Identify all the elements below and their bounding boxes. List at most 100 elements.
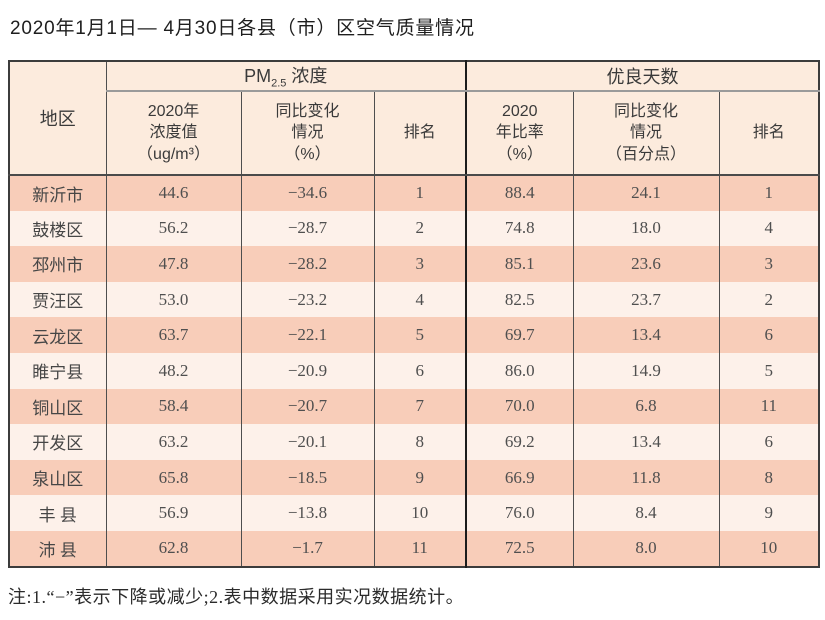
- gd-ratio-cell: 69.7: [465, 317, 574, 353]
- region-cell: 贾汪区: [8, 281, 106, 318]
- gd-ratio-header-line3: （%）: [496, 145, 543, 163]
- pm-value-cell: 63.2: [105, 424, 241, 460]
- column-header-pm-change: 同比变化 情况 （%）: [240, 91, 374, 176]
- gd-rank-cell: 4: [718, 210, 820, 247]
- pm-value-header-line1: 2020年: [147, 103, 200, 121]
- gd-ratio-cell: 76.0: [465, 495, 574, 531]
- gd-change-cell: 6.8: [572, 388, 720, 425]
- table-row: 开发区 63.2 −20.1 8 69.2 13.4 6: [8, 424, 820, 460]
- pm-rank-cell: 3: [373, 246, 467, 282]
- pm-change-cell: −20.1: [240, 424, 374, 460]
- gd-ratio-cell: 72.5: [465, 530, 574, 567]
- gd-rank-cell: 10: [718, 530, 820, 567]
- table-body: 新沂市 44.6 −34.6 1 88.4 24.1 1 鼓楼区 56.2 −2…: [8, 175, 820, 567]
- pm-value-cell: 62.8: [105, 530, 241, 567]
- table-row: 邳州市 47.8 −28.2 3 85.1 23.6 3: [8, 246, 820, 282]
- page-title: 2020年1月1日— 4月30日各县（市）区空气质量情况: [10, 18, 475, 39]
- gd-rank-cell: 6: [718, 424, 820, 460]
- gd-ratio-cell: 86.0: [465, 352, 574, 389]
- gd-change-cell: 13.4: [572, 317, 720, 353]
- region-cell: 邳州市: [8, 246, 106, 282]
- gd-change-cell: 23.6: [572, 246, 720, 282]
- gd-rank-cell: 1: [718, 175, 820, 211]
- pm-rank-cell: 1: [373, 175, 467, 211]
- pm-rank-cell: 2: [373, 210, 467, 247]
- gd-ratio-cell: 69.2: [465, 424, 574, 460]
- gd-change-header-line3: （百分点）: [606, 145, 687, 163]
- gd-rank-cell: 11: [718, 388, 820, 425]
- table-header: 地区 PM2.5 浓度 优良天数 2020年 浓度值 （ug/m³） 同比变化 …: [8, 61, 820, 176]
- gd-change-cell: 23.7: [572, 281, 720, 318]
- table-row: 沛 县 62.8 −1.7 11 72.5 8.0 10: [8, 530, 820, 567]
- gd-rank-cell: 3: [718, 246, 820, 282]
- pm-change-cell: −34.6: [240, 175, 374, 211]
- column-header-pm-value: 2020年 浓度值 （ug/m³）: [105, 91, 241, 176]
- pm-rank-cell: 5: [373, 317, 467, 353]
- pm-change-cell: −20.9: [240, 352, 374, 389]
- pm-rank-cell: 4: [373, 281, 467, 318]
- gd-change-cell: 8.0: [572, 530, 720, 567]
- gd-change-cell: 14.9: [572, 352, 720, 389]
- table-row: 铜山区 58.4 −20.7 7 70.0 6.8 11: [8, 388, 820, 425]
- column-header-gd-rank: 排名: [718, 91, 820, 176]
- table-row: 新沂市 44.6 −34.6 1 88.4 24.1 1: [8, 175, 820, 211]
- gd-ratio-header-line2: 年比率: [495, 124, 544, 142]
- column-header-pm-rank: 排名: [373, 91, 467, 176]
- gd-change-cell: 13.4: [572, 424, 720, 460]
- gd-ratio-cell: 70.0: [465, 388, 574, 425]
- region-cell: 丰 县: [8, 495, 106, 531]
- footnote: 注:1.“−”表示下降或减少;2.表中数据采用实况数据统计。: [8, 586, 465, 607]
- region-cell: 铜山区: [8, 388, 106, 425]
- pm-rank-cell: 9: [373, 459, 467, 496]
- pm25-label-prefix: PM: [244, 66, 272, 87]
- gd-rank-cell: 8: [718, 459, 820, 496]
- pm-value-cell: 65.8: [105, 459, 241, 496]
- pm-value-header-line2: 浓度值: [149, 124, 198, 142]
- pm-rank-cell: 6: [373, 352, 467, 389]
- region-cell: 新沂市: [8, 175, 106, 211]
- gd-ratio-cell: 85.1: [465, 246, 574, 282]
- table-row: 鼓楼区 56.2 −28.7 2 74.8 18.0 4: [8, 210, 820, 247]
- pm-value-cell: 47.8: [105, 246, 241, 282]
- column-header-region: 地区: [8, 61, 106, 176]
- air-quality-table: 地区 PM2.5 浓度 优良天数 2020年 浓度值 （ug/m³） 同比变化 …: [8, 60, 821, 568]
- table-row: 云龙区 63.7 −22.1 5 69.7 13.4 6: [8, 317, 820, 353]
- pm-change-cell: −18.5: [240, 459, 374, 496]
- pm-value-cell: 56.9: [105, 495, 241, 531]
- gd-change-header-line1: 同比变化: [614, 103, 679, 121]
- pm-rank-cell: 7: [373, 388, 467, 425]
- pm25-label-suffix: 浓度: [286, 66, 328, 87]
- pm-change-cell: −28.2: [240, 246, 374, 282]
- pm-rank-cell: 10: [373, 495, 467, 531]
- pm-change-cell: −13.8: [240, 495, 374, 531]
- gd-ratio-cell: 82.5: [465, 281, 574, 318]
- pm25-label-subscript: 2.5: [271, 77, 287, 90]
- pm-change-cell: −23.2: [240, 281, 374, 318]
- gd-change-cell: 18.0: [572, 210, 720, 247]
- gd-ratio-cell: 88.4: [465, 175, 574, 211]
- pm-change-cell: −28.7: [240, 210, 374, 247]
- pm-change-cell: −1.7: [240, 530, 374, 567]
- pm-value-cell: 53.0: [105, 281, 241, 318]
- region-cell: 鼓楼区: [8, 210, 106, 247]
- region-cell: 沛 县: [8, 530, 106, 567]
- pm-change-header-line2: 情况: [291, 124, 324, 142]
- pm-value-cell: 48.2: [105, 352, 241, 389]
- region-cell: 云龙区: [8, 317, 106, 353]
- pm-value-header-line3: （ug/m³）: [137, 145, 210, 163]
- header-sub-row: 2020年 浓度值 （ug/m³） 同比变化 情况 （%） 排名 2020 年比…: [9, 91, 820, 176]
- gd-ratio-cell: 74.8: [465, 210, 574, 247]
- table-row: 丰 县 56.9 −13.8 10 76.0 8.4 9: [8, 495, 820, 531]
- column-group-good-days: 优良天数: [465, 61, 820, 92]
- column-header-gd-ratio: 2020 年比率 （%）: [465, 91, 574, 176]
- region-cell: 泉山区: [8, 459, 106, 496]
- gd-ratio-header-line1: 2020: [501, 103, 538, 121]
- pm-rank-cell: 8: [373, 424, 467, 460]
- table-row: 泉山区 65.8 −18.5 9 66.9 11.8 8: [8, 459, 820, 496]
- gd-rank-cell: 9: [718, 495, 820, 531]
- gd-rank-cell: 5: [718, 352, 820, 389]
- pm-value-cell: 44.6: [105, 175, 241, 211]
- gd-ratio-cell: 66.9: [465, 459, 574, 496]
- table-row: 贾汪区 53.0 −23.2 4 82.5 23.7 2: [8, 281, 820, 318]
